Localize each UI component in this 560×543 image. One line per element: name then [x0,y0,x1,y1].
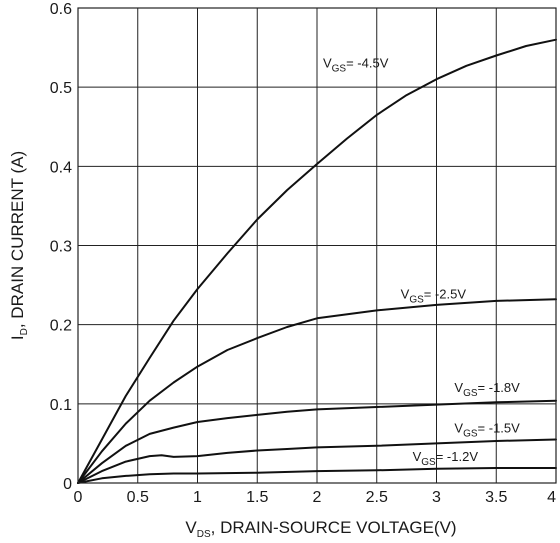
x-tick-label: 2.5 [366,489,388,506]
y-tick-label: 0.4 [50,159,72,176]
x-axis-title-sub: DS [197,529,211,540]
series-label-3: VGS= -1.8V [454,380,520,399]
tick-labels: 0 0.5 1 1.5 2 2.5 3 3.5 4 0 0.1 0.2 0.3 0.4 0.5 0.6 [50,1,556,506]
series-line-1 [77,38,557,484]
x-axis-title: VDS, DRAIN-SOURCE VOLTAGE(V) [185,518,456,540]
x-tick-label: 2 [313,489,322,506]
series-labels: VGS= -4.5V VGS= -2.5V VGS= -1.8V VGS= -1.5V… [323,55,520,467]
plot-frame [77,7,557,484]
y-tick-label: 0.3 [50,239,72,256]
y-tick-label: 0.6 [50,1,72,18]
x-tick-label: 0 [74,489,83,506]
x-tick-label: 1 [193,489,202,506]
series-line-4 [77,438,557,484]
y-tick-label: 0.5 [50,80,72,97]
y-axis-title: ID, DRAIN CURRENT (A) [8,151,30,340]
series-label-2: VGS= -2.5V [401,287,467,306]
y-axis-title-rest: , DRAIN CURRENT (A) [8,151,27,328]
x-tick-label: 0.5 [127,489,149,506]
series-line-5 [77,467,557,484]
x-axis-title-main: V [185,518,197,537]
x-tick-label: 3.5 [485,489,507,506]
curves [77,38,557,484]
series-label-4: VGS= -1.5V [454,420,520,439]
x-tick-label: 4 [547,489,556,506]
x-axis-title-rest: , DRAIN-SOURCE VOLTAGE(V) [211,518,457,537]
y-tick-label: 0.1 [50,397,72,414]
x-tick-label: 3 [432,489,441,506]
y-axis-title-sub: D [19,328,30,335]
y-axis-title-main: I [8,335,27,340]
series-line-3 [77,399,557,484]
series-line-2 [77,298,557,484]
x-tick-label: 1.5 [246,489,268,506]
series-label-1: VGS= -4.5V [323,55,389,74]
y-tick-label: 0 [63,476,72,493]
y-tick-label: 0.2 [50,318,72,335]
series-label-5: VGS= -1.2V [413,449,479,468]
grid-lines [77,7,557,484]
